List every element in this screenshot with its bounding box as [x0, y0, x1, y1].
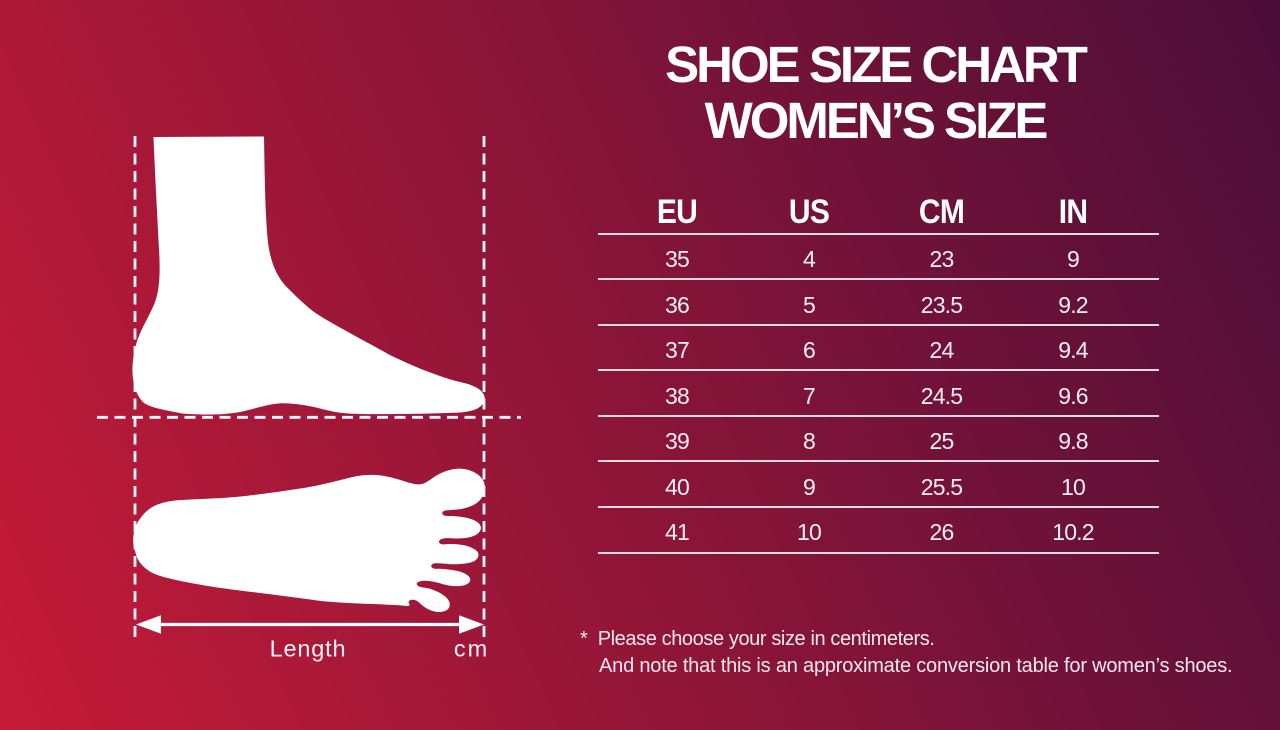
- svg-text:Length: Length: [270, 635, 347, 661]
- svg-text:cm: cm: [454, 635, 489, 661]
